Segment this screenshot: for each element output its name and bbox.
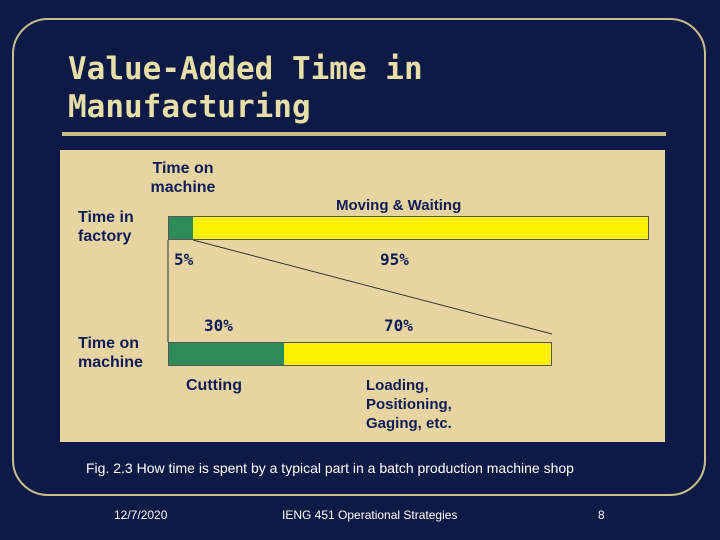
- percent-label-5: 5%: [174, 250, 194, 269]
- row-label-machine-line-1: Time on: [78, 335, 140, 352]
- segment-label-loading-line-1: Loading,: [366, 377, 429, 394]
- segment-label-time-on-machine-line-1: Time on: [152, 160, 214, 177]
- footer-course: IENG 451 Operational Strategies: [282, 508, 458, 522]
- segment-label-loading: Loading, Positioning, Gaging, etc.: [366, 376, 452, 433]
- title-divider: [62, 132, 666, 136]
- bar-segment-moving-waiting: [192, 217, 648, 239]
- bar-segment-loading: [283, 343, 551, 365]
- percent-label-30: 30%: [204, 316, 233, 335]
- percent-label-70: 70%: [384, 316, 413, 335]
- connector-line-right: [192, 239, 553, 335]
- row-label-factory-line-1: Time in: [78, 209, 134, 226]
- segment-label-time-on-machine-line-2: machine: [150, 179, 216, 196]
- slide-frame: [12, 18, 706, 496]
- bar-segment-time-on-machine: [169, 217, 193, 239]
- figure-caption: Fig. 2.3 How time is spent by a typical …: [86, 460, 574, 476]
- segment-label-moving-waiting: Moving & Waiting: [336, 197, 462, 214]
- footer-page-number: 8: [598, 508, 605, 522]
- percent-label-95: 95%: [380, 250, 409, 269]
- row-label-factory: Time in factory: [78, 208, 134, 246]
- segment-label-loading-line-3: Gaging, etc.: [366, 415, 452, 432]
- row-label-machine-line-2: machine: [78, 354, 143, 371]
- bar-segment-cutting: [169, 343, 284, 365]
- segment-label-loading-line-2: Positioning,: [366, 396, 452, 413]
- slide-title: Value-Added Time in Manufacturing: [68, 50, 628, 126]
- row-label-machine: Time on machine: [78, 334, 143, 372]
- title-line-2: Manufacturing: [68, 89, 311, 125]
- bar-time-on-machine: [168, 342, 552, 366]
- title-line-1: Value-Added Time in: [68, 51, 423, 87]
- segment-label-cutting: Cutting: [186, 377, 242, 394]
- bar-time-in-factory: [168, 216, 649, 240]
- footer-date: 12/7/2020: [114, 508, 168, 522]
- segment-label-time-on-machine: Time on machine: [142, 159, 224, 197]
- row-label-factory-line-2: factory: [78, 228, 132, 245]
- chart-panel: [60, 150, 665, 442]
